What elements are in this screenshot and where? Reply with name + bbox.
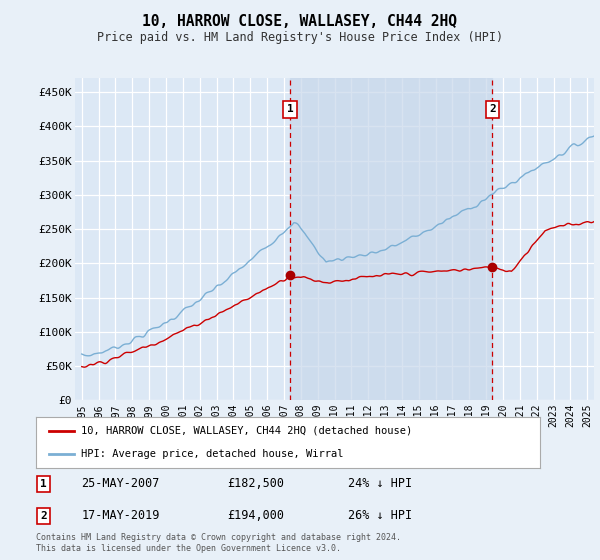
Text: £194,000: £194,000: [227, 509, 284, 522]
Text: 1: 1: [40, 479, 47, 489]
Text: 24% ↓ HPI: 24% ↓ HPI: [349, 478, 413, 491]
Text: 10, HARROW CLOSE, WALLASEY, CH44 2HQ (detached house): 10, HARROW CLOSE, WALLASEY, CH44 2HQ (de…: [82, 426, 413, 436]
Text: 2: 2: [489, 104, 496, 114]
Bar: [290, 78, 493, 400]
Text: £182,500: £182,500: [227, 478, 284, 491]
Text: 17-MAY-2019: 17-MAY-2019: [82, 509, 160, 522]
Text: Price paid vs. HM Land Registry's House Price Index (HPI): Price paid vs. HM Land Registry's House …: [97, 31, 503, 44]
Text: 26% ↓ HPI: 26% ↓ HPI: [349, 509, 413, 522]
Text: 2: 2: [40, 511, 47, 521]
Text: Contains HM Land Registry data © Crown copyright and database right 2024.
This d: Contains HM Land Registry data © Crown c…: [36, 533, 401, 553]
Text: HPI: Average price, detached house, Wirral: HPI: Average price, detached house, Wirr…: [82, 449, 344, 459]
Text: 10, HARROW CLOSE, WALLASEY, CH44 2HQ: 10, HARROW CLOSE, WALLASEY, CH44 2HQ: [143, 14, 458, 29]
Text: 25-MAY-2007: 25-MAY-2007: [82, 478, 160, 491]
Text: 1: 1: [287, 104, 293, 114]
